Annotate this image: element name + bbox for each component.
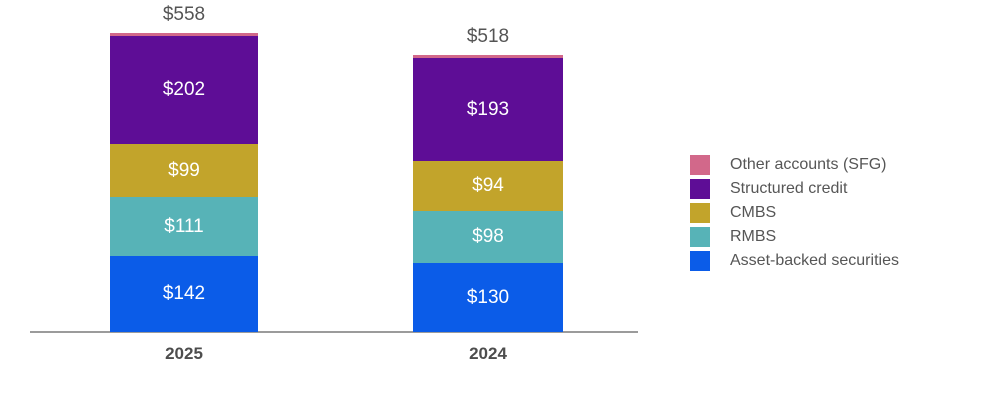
x-axis-tick-label: 2024	[469, 344, 507, 363]
segment-rmbs: $111	[110, 197, 258, 256]
legend-swatch-icon	[690, 251, 710, 271]
legend-label: RMBS	[730, 228, 777, 245]
x-axis-line	[30, 331, 638, 333]
bar-total-label: $558	[162, 4, 206, 25]
legend-swatch-icon	[690, 155, 710, 175]
segment-value-label: $98	[472, 226, 504, 247]
legend-label: Asset-backed securities	[730, 252, 899, 269]
legend: Other accounts (SFG) Structured credit CMB…	[690, 155, 899, 275]
legend-label: Structured credit	[730, 180, 848, 197]
legend-swatch-icon	[690, 203, 710, 223]
segment-value-label: $94	[472, 175, 504, 196]
segment-structured-credit: $193	[413, 58, 563, 161]
segment-structured-credit: $202	[110, 36, 258, 144]
segment-other-accounts-sfg	[110, 33, 258, 36]
segment-value-label: $99	[168, 159, 200, 181]
bar-2025: $558 $202 $99 $111 $142	[110, 4, 258, 332]
legend-item: Structured credit	[690, 179, 899, 199]
x-axis-tick-label: 2025	[165, 344, 203, 363]
legend-item: Other accounts (SFG)	[690, 155, 899, 175]
legend-item: RMBS	[690, 227, 899, 247]
legend-item: CMBS	[690, 203, 899, 223]
legend-swatch-icon	[690, 179, 710, 199]
legend-item: Asset-backed securities	[690, 251, 899, 271]
segment-cmbs: $94	[413, 161, 563, 211]
legend-swatch-icon	[690, 227, 710, 247]
legend-label: CMBS	[730, 204, 777, 221]
segment-asset-backed-securities: $130	[413, 263, 563, 332]
segment-rmbs: $98	[413, 211, 563, 263]
segment-value-label: $142	[162, 283, 206, 304]
segment-value-label: $130	[466, 286, 510, 308]
segment-value-label: $111	[164, 215, 204, 237]
segment-value-label: $202	[162, 79, 206, 100]
segment-other-accounts-sfg	[413, 55, 563, 58]
bar-total-label: $518	[466, 26, 510, 47]
segment-value-label: $193	[466, 98, 510, 120]
legend-label: Other accounts (SFG)	[730, 156, 887, 173]
bar-2024: $518 $193 $94 $98 $130	[413, 26, 563, 332]
segment-cmbs: $99	[110, 144, 258, 197]
segment-asset-backed-securities: $142	[110, 256, 258, 332]
